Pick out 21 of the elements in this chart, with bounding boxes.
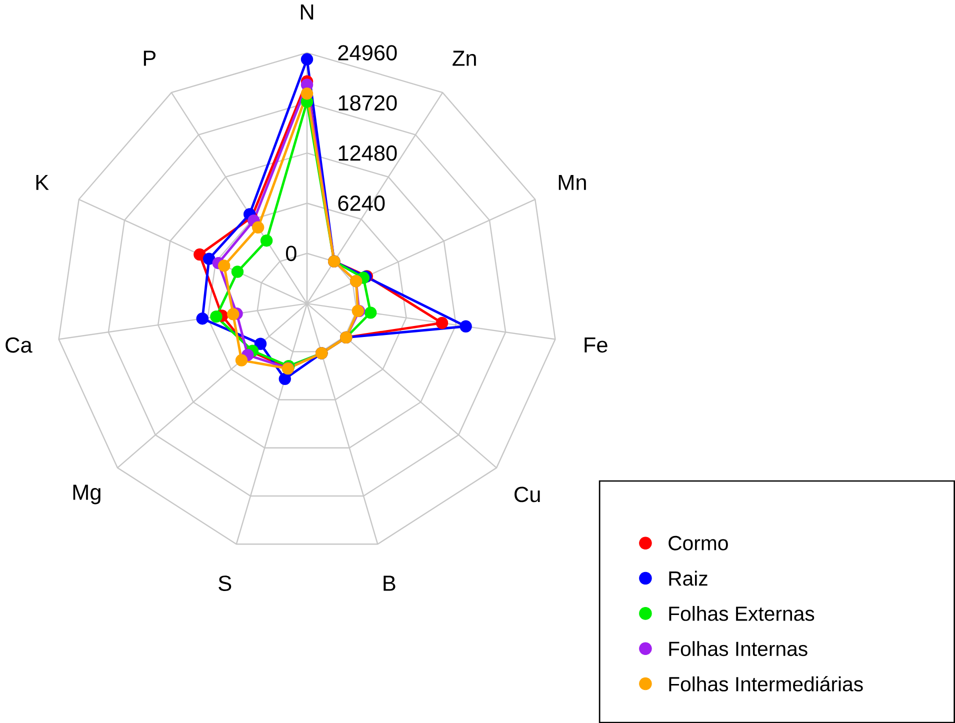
y-tick-label: 0	[286, 246, 296, 262]
spoke-label: Fe	[584, 337, 608, 353]
spoke-label: N	[300, 4, 314, 20]
spoke-label: B	[384, 576, 396, 591]
legend-label: Cormo	[668, 536, 728, 550]
spoke-label: S	[218, 576, 232, 591]
y-tick-label: 24960	[338, 44, 397, 60]
legend-label: Raiz	[669, 570, 708, 586]
spoke-label: Mg	[73, 484, 100, 504]
spoke-label: Cu	[514, 486, 540, 502]
spoke-label: K	[36, 174, 49, 190]
y-tick-label: 6240	[338, 195, 385, 211]
legend-label: Folhas Intermediárias	[669, 676, 863, 692]
legend-label: Folhas Internas	[669, 641, 808, 656]
spoke-label: P	[144, 50, 156, 66]
y-tick-label: 12480	[338, 145, 397, 161]
y-tick-label: 18720	[338, 95, 397, 111]
legend-label: Folhas Externas	[669, 606, 814, 621]
spoke-label: Mn	[558, 174, 586, 190]
spoke-label: Zn	[452, 50, 476, 66]
spoke-label: Ca	[6, 337, 32, 353]
